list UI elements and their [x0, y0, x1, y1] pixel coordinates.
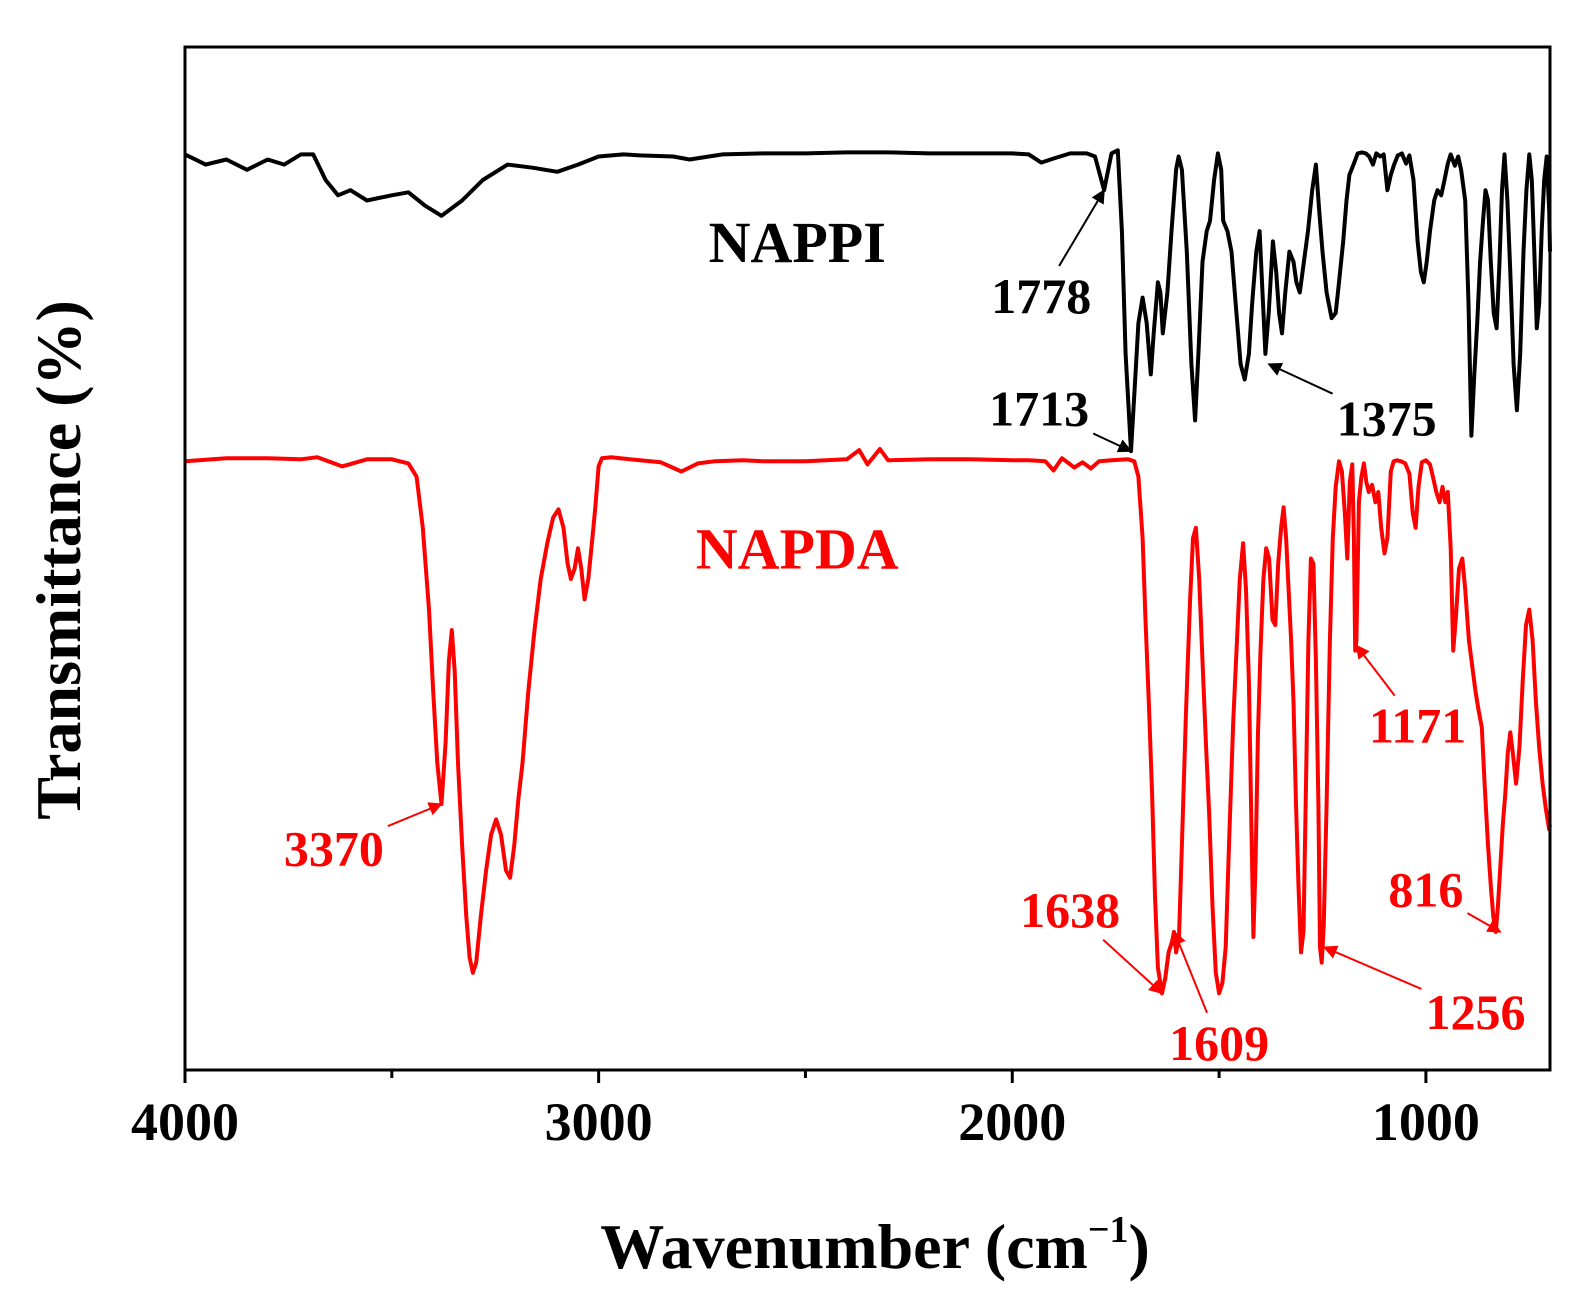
peak-arrow-1375 [1267, 363, 1334, 395]
peak-label-1713: 1713 [989, 381, 1089, 437]
peak-label-3370: 3370 [284, 820, 384, 876]
x-tick-label: 4000 [131, 1092, 239, 1152]
peak-arrow-1256 [1322, 945, 1422, 990]
series-line-nappi [184, 148, 1552, 454]
x-tick-label: 3000 [545, 1092, 653, 1152]
peak-label-816: 816 [1388, 861, 1463, 917]
x-ticks: 4000 3000 2000 1000 [131, 1070, 1480, 1152]
x-tick-label: 2000 [958, 1092, 1066, 1152]
peak-label-1256: 1256 [1426, 984, 1526, 1040]
peak-arrow-1171 [1355, 644, 1396, 697]
plot-frame [183, 45, 1552, 1072]
x-tick-label: 1000 [1372, 1092, 1480, 1152]
x-axis-title-exponent: −1 [1088, 1209, 1129, 1251]
peak-arrow-1638 [1102, 939, 1164, 995]
peak-arrow-1713 [1092, 432, 1133, 453]
peak-label-1638: 1638 [1020, 882, 1120, 938]
peak-arrow-816 [1466, 912, 1502, 933]
peak-label-1375: 1375 [1337, 391, 1437, 447]
x-axis-title-main: Wavenumber (cm [600, 1211, 1088, 1282]
series-layer [184, 148, 1552, 996]
peak-annotations: 1778 1713 1375 3370 1171 1638 1609 1256 816 [284, 188, 1526, 1071]
peak-label-1778: 1778 [991, 268, 1091, 324]
series-label-nappi: NAPPI [709, 210, 886, 275]
y-axis-title: Transmittance (%) [23, 300, 94, 820]
peak-label-1609: 1609 [1169, 1015, 1269, 1071]
series-labels: NAPPI NAPDA [696, 210, 899, 582]
x-axis-title: Wavenumber (cm−1) [600, 1209, 1150, 1282]
series-label-napda: NAPDA [696, 517, 899, 582]
series-line-napda [184, 447, 1552, 996]
peak-label-1171: 1171 [1369, 698, 1466, 754]
x-axis-title-close: ) [1129, 1211, 1150, 1282]
peak-arrow-3370 [387, 802, 443, 828]
peak-arrow-1778 [1058, 188, 1105, 267]
peak-arrow-1609 [1172, 930, 1208, 1014]
